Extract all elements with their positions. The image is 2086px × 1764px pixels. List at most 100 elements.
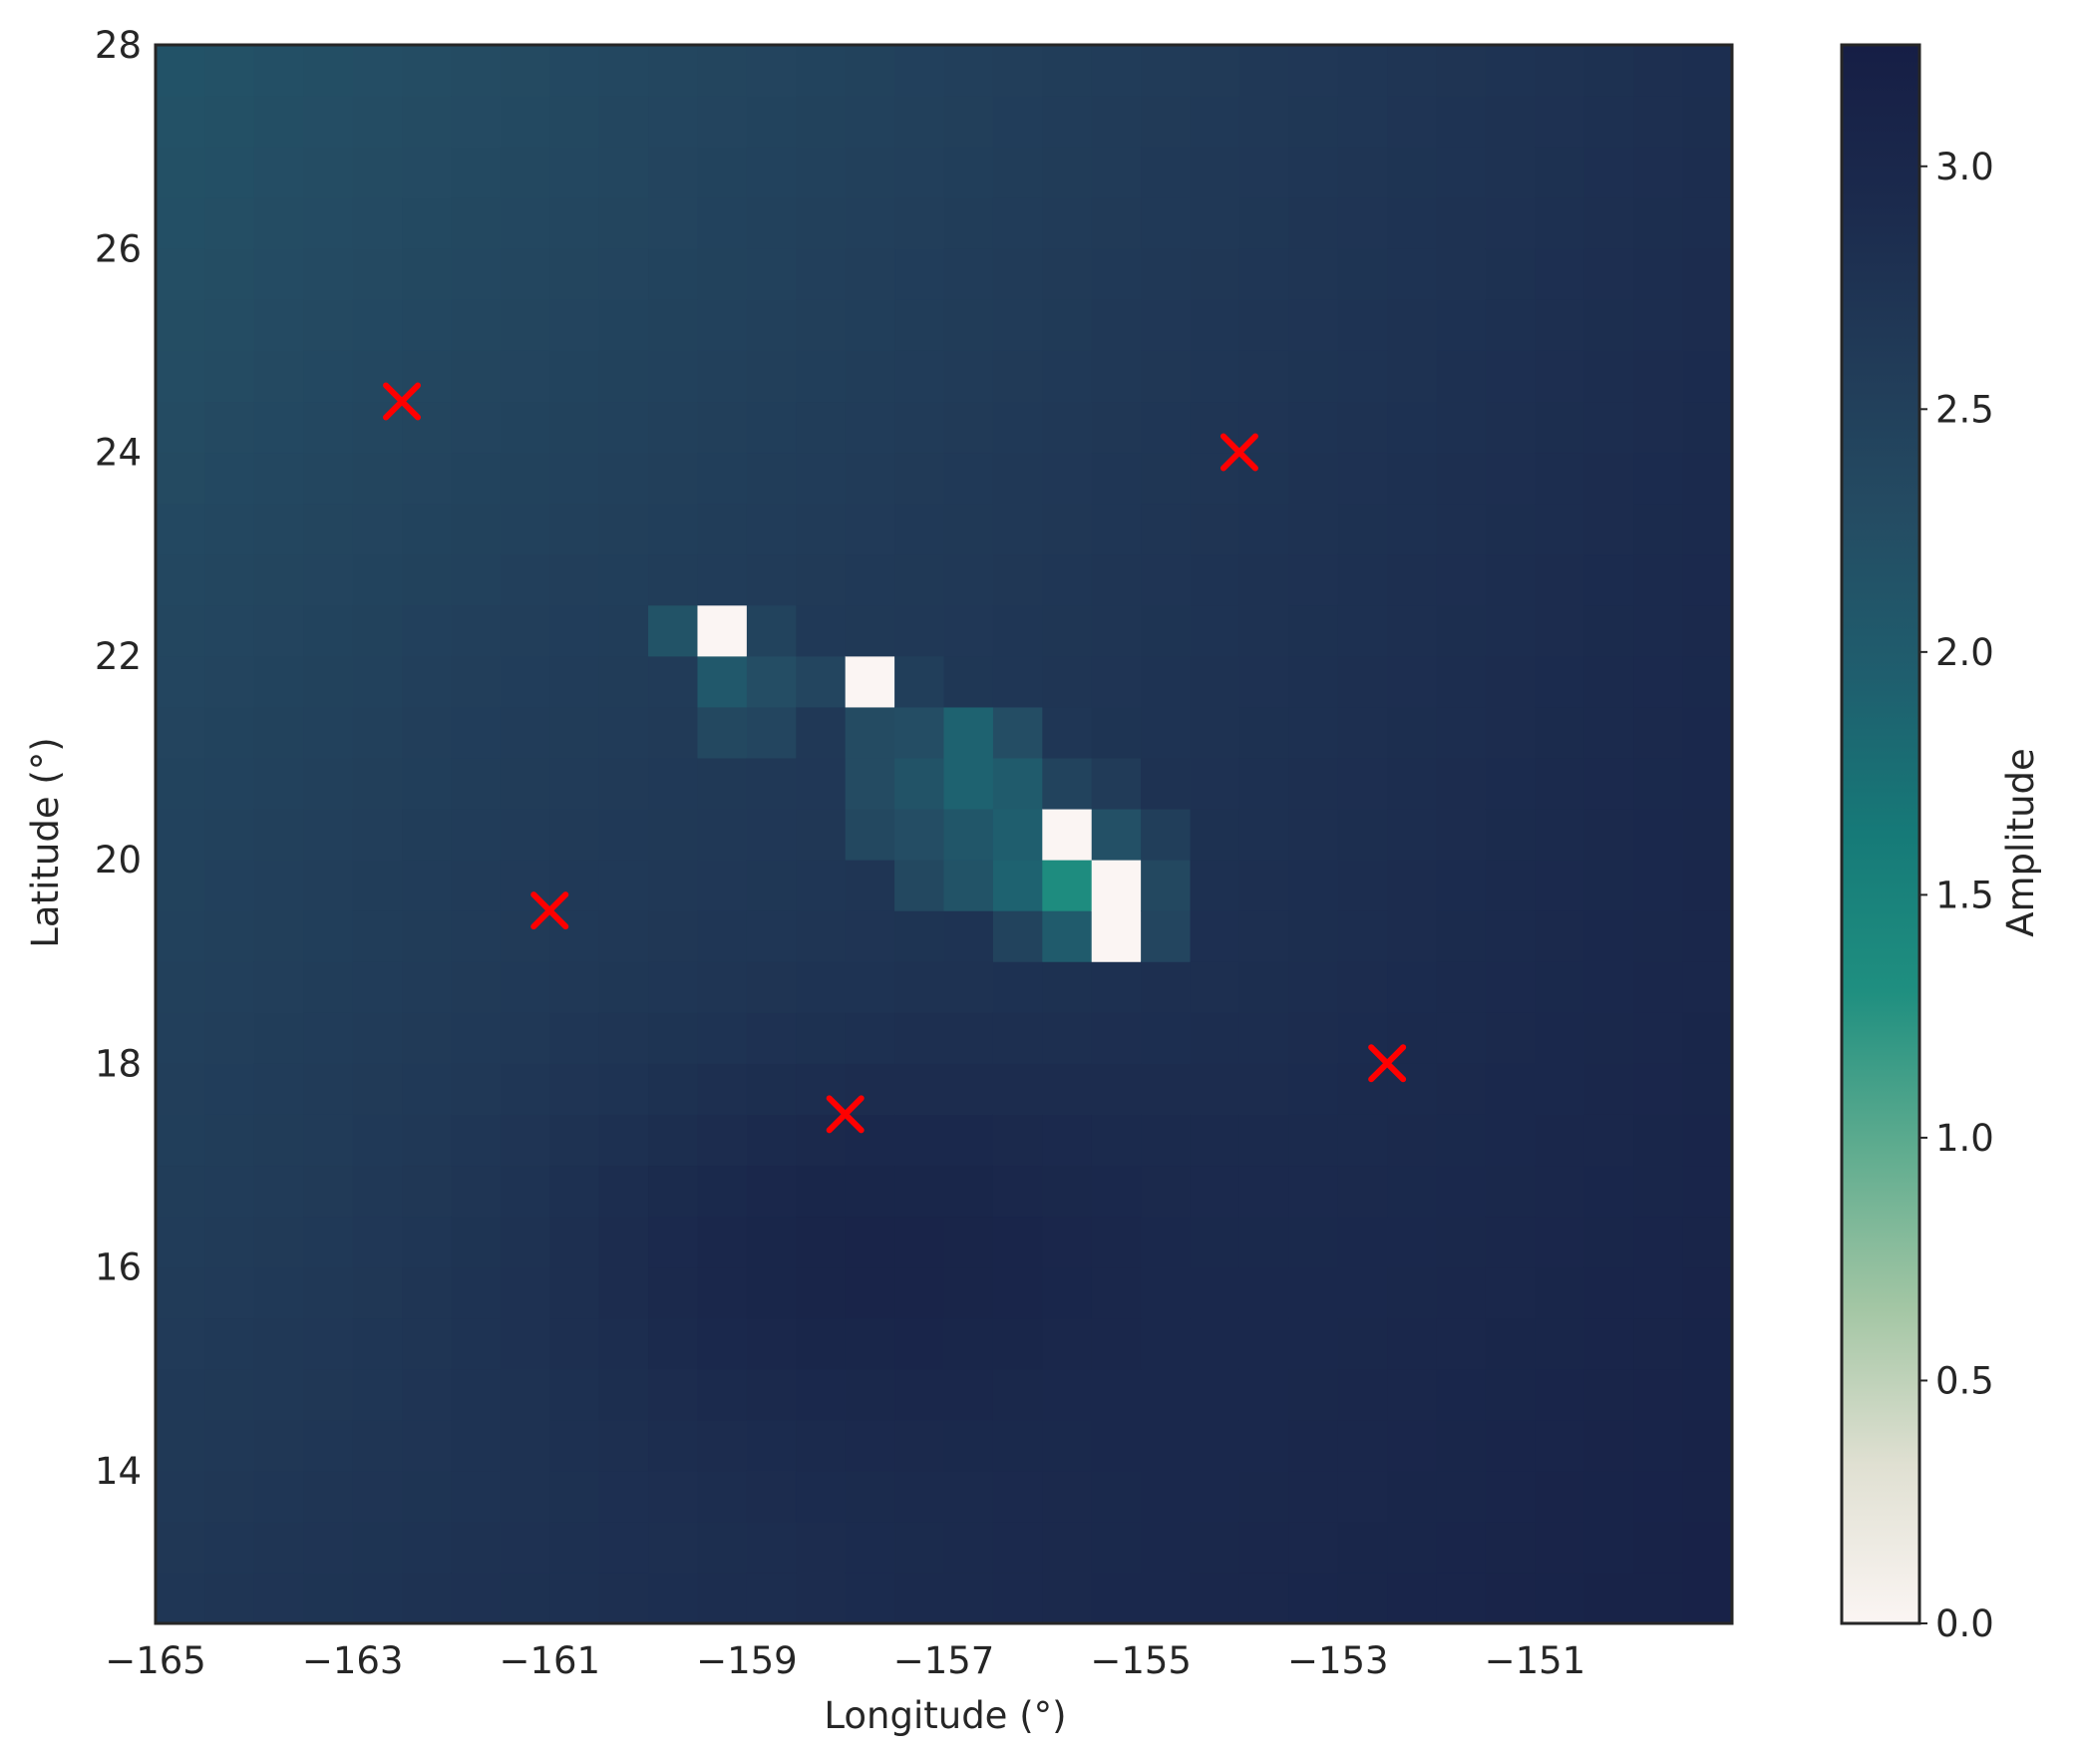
heatmap-cell (303, 248, 354, 300)
heatmap-cell (352, 1012, 403, 1064)
heatmap-cell (796, 604, 847, 657)
heatmap-cell (1682, 604, 1733, 657)
heatmap-cell (1190, 1521, 1240, 1574)
heatmap-cell (943, 401, 994, 454)
heatmap-cell (648, 910, 699, 962)
heatmap-cell (549, 1368, 600, 1421)
heatmap-cell (1682, 96, 1733, 148)
heatmap-cell (697, 757, 748, 810)
heatmap-cell (1337, 197, 1388, 249)
heatmap-cell (1387, 1521, 1438, 1574)
heatmap-cell (1337, 147, 1388, 198)
heatmap-cell (204, 96, 255, 148)
heatmap-cell (451, 1114, 502, 1167)
heatmap-cell (1141, 961, 1192, 1013)
heatmap-cell (648, 860, 699, 911)
heatmap-cell (697, 452, 748, 505)
heatmap-cell (1387, 860, 1438, 911)
heatmap-cell (1387, 350, 1438, 403)
colorbar-tick-label: 2.5 (1935, 388, 1994, 431)
heatmap-cell (500, 706, 550, 759)
heatmap-cell (1190, 1470, 1240, 1523)
heatmap-cell (598, 655, 649, 708)
heatmap-cell (1633, 1216, 1684, 1268)
heatmap-cell (303, 45, 354, 97)
heatmap-cell (1091, 1165, 1142, 1218)
heatmap-cell (992, 503, 1043, 555)
heatmap-cell (204, 553, 255, 606)
heatmap-cell (549, 503, 600, 555)
heatmap-cell (549, 1470, 600, 1523)
heatmap-cell (697, 655, 748, 708)
heatmap-cell (352, 910, 403, 962)
heatmap-cell (796, 503, 847, 555)
heatmap-cell (1190, 1114, 1240, 1167)
heatmap-cell (1141, 553, 1192, 606)
heatmap-cell (156, 1165, 206, 1218)
heatmap-cell (598, 1572, 649, 1624)
heatmap-cell (352, 553, 403, 606)
heatmap-cell (1042, 401, 1093, 454)
heatmap-cell (549, 1266, 600, 1319)
heatmap-cell (500, 961, 550, 1013)
heatmap-cell (204, 655, 255, 708)
heatmap-cell (549, 604, 600, 657)
heatmap-cell (1238, 553, 1289, 606)
heatmap-cell (451, 299, 502, 351)
heatmap-cell (1436, 604, 1487, 657)
heatmap-cell (204, 350, 255, 403)
heatmap-cell (451, 45, 502, 97)
heatmap-cell (1485, 1012, 1536, 1064)
heatmap-cell (1633, 401, 1684, 454)
heatmap-cell (746, 1317, 797, 1370)
heatmap-cell (451, 757, 502, 810)
heatmap-cell (845, 248, 895, 300)
heatmap-cell (697, 604, 748, 657)
heatmap-cell (598, 1216, 649, 1268)
heatmap-cell (1190, 1012, 1240, 1064)
heatmap-cell (1485, 45, 1536, 97)
heatmap-cell (746, 553, 797, 606)
heatmap-cell (352, 248, 403, 300)
heatmap-cell (1190, 1216, 1240, 1268)
heatmap-cell (943, 1368, 994, 1421)
heatmap-cell (1238, 604, 1289, 657)
heatmap-cell (1633, 1114, 1684, 1167)
heatmap-cell (894, 808, 945, 861)
heatmap-cell (1583, 1317, 1634, 1370)
heatmap-cell (549, 299, 600, 351)
heatmap-cell (253, 45, 304, 97)
heatmap-cell (697, 1521, 748, 1574)
heatmap-cell (1238, 1368, 1289, 1421)
heatmap-cell (1535, 860, 1585, 911)
heatmap-cell (1141, 1266, 1192, 1319)
heatmap-cell (303, 1368, 354, 1421)
heatmap-cell (1141, 910, 1192, 962)
heatmap-cell (598, 1470, 649, 1523)
heatmap-cell (1091, 1266, 1142, 1319)
heatmap-cell (598, 147, 649, 198)
heatmap-cell (746, 1216, 797, 1268)
heatmap-cell (1485, 655, 1536, 708)
heatmap-cell (402, 910, 453, 962)
heatmap-cell (451, 197, 502, 249)
heatmap-cell (253, 1572, 304, 1624)
heatmap-cell (845, 1012, 895, 1064)
heatmap-cell (1238, 808, 1289, 861)
heatmap-cell (1436, 1419, 1487, 1472)
heatmap-cell (156, 197, 206, 249)
heatmap-cell (943, 757, 994, 810)
heatmap-cell (1190, 1419, 1240, 1472)
heatmap-cell (1091, 655, 1142, 708)
heatmap-cell (1091, 1063, 1142, 1115)
heatmap-cell (1682, 1317, 1733, 1370)
heatmap-cell (796, 1012, 847, 1064)
heatmap-cell (1288, 1216, 1339, 1268)
heatmap-cell (796, 553, 847, 606)
heatmap-cell (402, 860, 453, 911)
heatmap-cell (648, 655, 699, 708)
heatmap-cell (1535, 706, 1585, 759)
heatmap-cell (1633, 1317, 1684, 1370)
heatmap-cell (992, 1012, 1043, 1064)
heatmap-cell (1535, 45, 1585, 97)
